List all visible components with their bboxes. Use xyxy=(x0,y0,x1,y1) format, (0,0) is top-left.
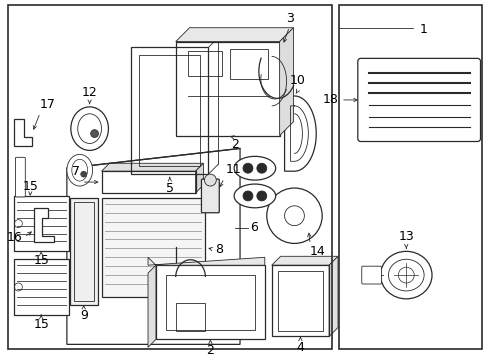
Text: 15: 15 xyxy=(33,318,49,330)
Bar xyxy=(102,171,195,193)
Bar xyxy=(175,41,279,136)
Bar xyxy=(271,265,328,337)
FancyBboxPatch shape xyxy=(361,266,381,284)
Circle shape xyxy=(90,130,99,138)
Text: 8: 8 xyxy=(215,243,223,256)
Bar xyxy=(7,5,331,349)
Polygon shape xyxy=(175,28,293,41)
Text: 13: 13 xyxy=(398,230,413,243)
Polygon shape xyxy=(284,96,316,171)
Bar xyxy=(15,259,69,315)
Bar xyxy=(156,265,264,339)
Bar xyxy=(165,275,254,329)
Polygon shape xyxy=(15,119,32,147)
Circle shape xyxy=(266,188,322,243)
Circle shape xyxy=(204,174,216,186)
Bar xyxy=(338,5,482,349)
Circle shape xyxy=(256,191,266,201)
Text: 2: 2 xyxy=(206,345,214,357)
Bar xyxy=(102,198,205,297)
Ellipse shape xyxy=(71,107,108,150)
Ellipse shape xyxy=(234,184,275,208)
Bar xyxy=(277,271,323,330)
Text: 5: 5 xyxy=(165,182,173,195)
Text: 7: 7 xyxy=(72,165,80,178)
Text: 9: 9 xyxy=(80,309,87,322)
Text: 17: 17 xyxy=(40,98,56,111)
Circle shape xyxy=(243,163,252,173)
Polygon shape xyxy=(328,256,337,337)
Text: 15: 15 xyxy=(33,254,49,267)
Text: 10: 10 xyxy=(289,74,305,87)
Text: 6: 6 xyxy=(249,221,257,234)
Text: 11: 11 xyxy=(225,163,241,176)
Circle shape xyxy=(81,171,86,177)
Polygon shape xyxy=(102,163,203,171)
Ellipse shape xyxy=(67,154,92,186)
Text: 18: 18 xyxy=(323,94,338,107)
Polygon shape xyxy=(271,256,337,265)
Bar xyxy=(187,51,222,76)
Text: 4: 4 xyxy=(296,341,304,354)
Text: 2: 2 xyxy=(231,138,239,150)
Polygon shape xyxy=(195,163,203,193)
Text: 12: 12 xyxy=(81,86,97,99)
FancyBboxPatch shape xyxy=(201,179,219,213)
Bar xyxy=(70,198,97,305)
Bar xyxy=(15,196,69,251)
Text: 3: 3 xyxy=(285,12,293,25)
Polygon shape xyxy=(67,148,240,345)
Text: 15: 15 xyxy=(22,180,38,193)
Ellipse shape xyxy=(380,251,431,299)
Bar xyxy=(74,202,93,301)
Polygon shape xyxy=(148,265,156,347)
Text: 14: 14 xyxy=(309,246,325,258)
Polygon shape xyxy=(148,257,264,265)
Polygon shape xyxy=(34,208,54,242)
Circle shape xyxy=(256,163,266,173)
Circle shape xyxy=(243,191,252,201)
FancyBboxPatch shape xyxy=(357,58,480,141)
FancyBboxPatch shape xyxy=(16,157,25,197)
Bar xyxy=(131,48,208,174)
Text: 16: 16 xyxy=(6,231,22,244)
Bar xyxy=(175,303,205,330)
Bar xyxy=(139,55,200,166)
Text: 1: 1 xyxy=(419,23,427,36)
Polygon shape xyxy=(279,28,293,136)
Ellipse shape xyxy=(234,156,275,180)
Bar xyxy=(230,49,267,79)
